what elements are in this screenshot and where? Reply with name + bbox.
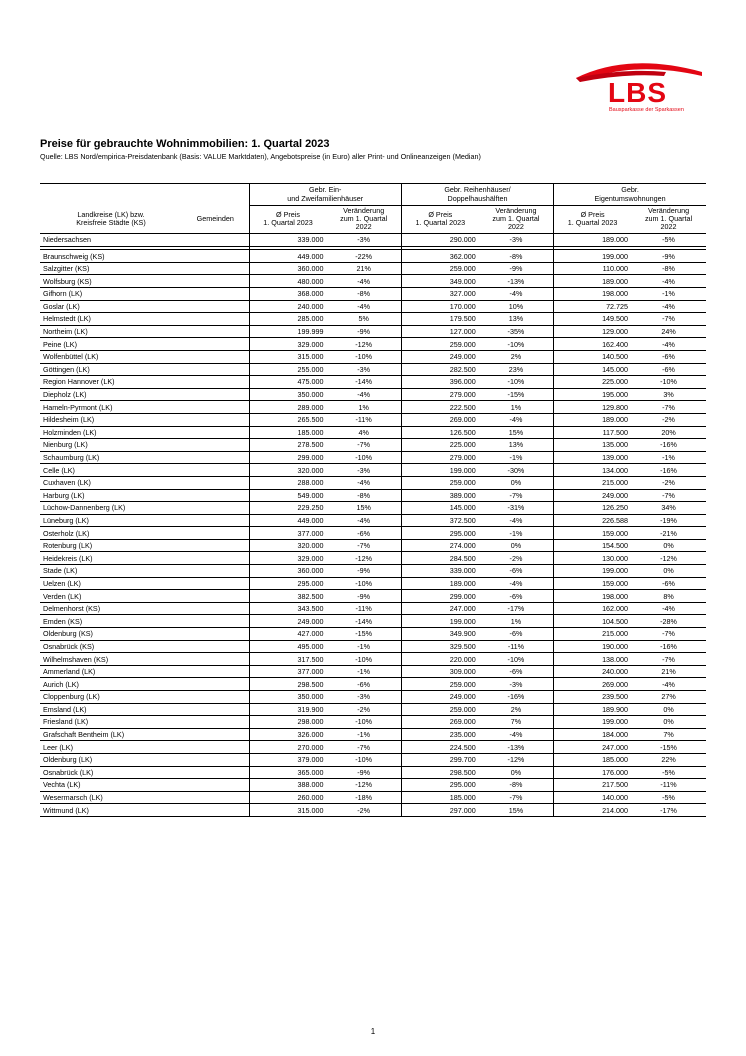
table-row: Wittmund (LK)315.000-2%297.00015%214.000… bbox=[40, 804, 706, 817]
table-row: Verden (LK)382.500-9%299.000-6%198.0008% bbox=[40, 590, 706, 603]
price-table: Gebr. Ein-und Zweifamilienhäuser Gebr. R… bbox=[40, 183, 706, 817]
table-row: Emden (KS)249.000-14%199.0001%104.500-28… bbox=[40, 615, 706, 628]
table-row: Stade (LK)360.000-9%339.000-6%199.0000% bbox=[40, 565, 706, 578]
page-title: Preise für gebrauchte Wohnimmobilien: 1.… bbox=[40, 138, 706, 150]
table-row: Goslar (LK)240.000-4%170.00010%72.725-4% bbox=[40, 300, 706, 313]
table-row: Celle (LK)320.000-3%199.000-30%134.000-1… bbox=[40, 464, 706, 477]
table-row: Harburg (LK)549.000-8%389.000-7%249.000-… bbox=[40, 489, 706, 502]
table-row: Helmstedt (LK)285.0005%179.50013%149.500… bbox=[40, 313, 706, 326]
table-row: Oldenburg (KS)427.000-15%349.900-6%215.0… bbox=[40, 628, 706, 641]
table-row: Cloppenburg (LK)350.000-3%249.000-16%239… bbox=[40, 691, 706, 704]
table-row: Leer (LK)270.000-7%224.500-13%247.000-15… bbox=[40, 741, 706, 754]
table-row: Osnabrück (LK)365.000-9%298.5000%176.000… bbox=[40, 766, 706, 779]
table-row: Niedersachsen339.000-3%290.000-3%189.000… bbox=[40, 234, 706, 247]
table-row: Cuxhaven (LK)288.000-4%259.0000%215.000-… bbox=[40, 476, 706, 489]
col-group-3: Gebr.Eigentumswohnungen bbox=[554, 184, 706, 206]
table-row: Peine (LK)329.000-12%259.000-10%162.400-… bbox=[40, 338, 706, 351]
table-row: Schaumburg (LK)299.000-10%279.000-1%139.… bbox=[40, 451, 706, 464]
col-group-2: Gebr. Reihenhäuser/Doppelhaushälften bbox=[401, 184, 553, 206]
table-row: Hameln-Pyrmont (LK)289.0001%222.5001%129… bbox=[40, 401, 706, 414]
table-row: Grafschaft Bentheim (LK)326.000-1%235.00… bbox=[40, 728, 706, 741]
table-row: Friesland (LK)298.000-10%269.0007%199.00… bbox=[40, 716, 706, 729]
table-row: Nienburg (LK)278.500-7%225.00013%135.000… bbox=[40, 439, 706, 452]
col-change-1: Veränderungzum 1. Quartal2022 bbox=[326, 205, 401, 233]
page-number: 1 bbox=[0, 1027, 746, 1036]
col-gemeinden: Gemeinden bbox=[182, 205, 249, 233]
table-row: Wilhelmshaven (KS)317.500-10%220.000-10%… bbox=[40, 653, 706, 666]
table-row: Lüchow-Dannenberg (LK)229.25015%145.000-… bbox=[40, 502, 706, 515]
col-price-1: Ø Preis1. Quartal 2023 bbox=[249, 205, 326, 233]
table-row: Göttingen (LK)255.000-3%282.50023%145.00… bbox=[40, 363, 706, 376]
table-row: Region Hannover (LK)475.000-14%396.000-1… bbox=[40, 376, 706, 389]
table-row: Gifhorn (LK)368.000-8%327.000-4%198.000-… bbox=[40, 288, 706, 301]
page-subtitle: Quelle: LBS Nord/empirica-Preisdatenbank… bbox=[40, 152, 706, 161]
lbs-logo: LBS Bausparkasse der Sparkassen bbox=[574, 58, 704, 116]
table-row: Diepholz (LK)350.000-4%279.000-15%195.00… bbox=[40, 388, 706, 401]
table-row: Vechta (LK)388.000-12%295.000-8%217.500-… bbox=[40, 779, 706, 792]
col-change-2: Veränderungzum 1. Quartal2022 bbox=[479, 205, 554, 233]
table-row: Osnabrück (KS)495.000-1%329.500-11%190.0… bbox=[40, 640, 706, 653]
table-row: Aurich (LK)298.500-6%259.000-3%269.000-4… bbox=[40, 678, 706, 691]
col-region: Landkreise (LK) bzw.Kreisfreie Städte (K… bbox=[40, 205, 182, 233]
table-row: Osterholz (LK)377.000-6%295.000-1%159.00… bbox=[40, 527, 706, 540]
table-row: Wesermarsch (LK)260.000-18%185.000-7%140… bbox=[40, 791, 706, 804]
col-price-3: Ø Preis1. Quartal 2023 bbox=[554, 205, 631, 233]
table-row: Braunschweig (KS)449.000-22%362.000-8%19… bbox=[40, 250, 706, 263]
table-row: Hildesheim (LK)265.500-11%269.000-4%189.… bbox=[40, 413, 706, 426]
col-price-2: Ø Preis1. Quartal 2023 bbox=[401, 205, 478, 233]
col-group-1: Gebr. Ein-und Zweifamilienhäuser bbox=[249, 184, 401, 206]
table-row: Uelzen (LK)295.000-10%189.000-4%159.000-… bbox=[40, 577, 706, 590]
table-row: Emsland (LK)319.900-2%259.0002%189.9000% bbox=[40, 703, 706, 716]
table-row: Holzminden (LK)185.0004%126.50015%117.50… bbox=[40, 426, 706, 439]
table-row: Oldenburg (LK)379.000-10%299.700-12%185.… bbox=[40, 753, 706, 766]
table-row: Wolfenbüttel (LK)315.000-10%249.0002%140… bbox=[40, 350, 706, 363]
table-row: Heidekreis (LK)329.000-12%284.500-2%130.… bbox=[40, 552, 706, 565]
table-row: Rotenburg (LK)320.000-7%274.0000%154.500… bbox=[40, 539, 706, 552]
table-row: Ammerland (LK)377.000-1%309.000-6%240.00… bbox=[40, 665, 706, 678]
table-row: Lüneburg (LK)449.000-4%372.500-4%226.588… bbox=[40, 514, 706, 527]
table-row: Northeim (LK)199.999-9%127.000-35%129.00… bbox=[40, 325, 706, 338]
table-row: Salzgitter (KS)360.00021%259.000-9%110.0… bbox=[40, 262, 706, 275]
svg-text:LBS: LBS bbox=[608, 77, 667, 108]
col-change-3: Veränderungzum 1. Quartal2022 bbox=[631, 205, 706, 233]
svg-text:Bausparkasse der Sparkassen: Bausparkasse der Sparkassen bbox=[609, 107, 684, 113]
table-row: Wolfsburg (KS)480.000-4%349.000-13%189.0… bbox=[40, 275, 706, 288]
table-row: Delmenhorst (KS)343.500-11%247.000-17%16… bbox=[40, 602, 706, 615]
